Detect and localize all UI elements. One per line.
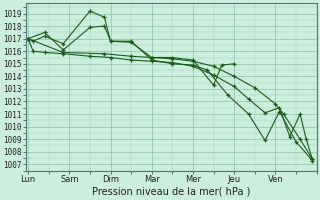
X-axis label: Pression niveau de la mer( hPa ): Pression niveau de la mer( hPa ) bbox=[92, 187, 251, 197]
